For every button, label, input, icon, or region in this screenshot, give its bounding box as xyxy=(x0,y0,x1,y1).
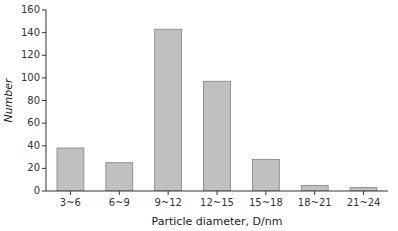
y-tick xyxy=(42,191,46,192)
y-tick xyxy=(42,123,46,124)
y-tick-label: 20 xyxy=(27,162,40,173)
x-tick-label: 21~24 xyxy=(347,197,381,208)
x-tick-label: 12~15 xyxy=(200,197,234,208)
y-tick-label: 40 xyxy=(27,140,40,151)
x-axis-label: Particle diameter, D/nm xyxy=(152,215,283,228)
bars xyxy=(57,29,377,191)
x-tick-label: 3~6 xyxy=(60,197,81,208)
y-tick-label: 120 xyxy=(21,49,40,60)
y-tick-label: 60 xyxy=(27,117,40,128)
chart-svg: 0 20 40 60 80 100 120 140 160 3~6 6~9 9~12 12~15 15~1… xyxy=(0,0,398,231)
bar xyxy=(155,29,182,191)
y-tick-label: 0 xyxy=(34,185,40,196)
y-tick xyxy=(42,32,46,33)
bar xyxy=(350,188,377,191)
bar xyxy=(204,81,231,191)
bar xyxy=(301,185,328,191)
x-tick xyxy=(314,191,315,195)
y-tick xyxy=(42,10,46,11)
y-tick-label: 80 xyxy=(27,95,40,106)
x-tick xyxy=(119,191,120,195)
x-tick-label: 6~9 xyxy=(109,197,130,208)
y-tick xyxy=(42,77,46,78)
y-tick xyxy=(42,145,46,146)
y-axis-label: Number xyxy=(2,77,15,123)
bar xyxy=(106,163,133,191)
y-tick-label: 140 xyxy=(21,27,40,38)
bar xyxy=(252,159,279,191)
y-tick xyxy=(42,168,46,169)
x-tick-label: 15~18 xyxy=(249,197,283,208)
x-tick xyxy=(168,191,169,195)
x-tick xyxy=(70,191,71,195)
y-tick-label: 160 xyxy=(21,4,40,15)
x-tick-label: 9~12 xyxy=(154,197,181,208)
bar xyxy=(57,148,84,191)
x-tick-label: 18~21 xyxy=(298,197,332,208)
axes: 0 20 40 60 80 100 120 140 160 3~6 6~9 9~12 12~15 15~1… xyxy=(21,4,388,208)
x-tick xyxy=(363,191,364,195)
y-tick xyxy=(42,55,46,56)
y-tick-label: 100 xyxy=(21,72,40,83)
x-tick xyxy=(217,191,218,195)
y-tick xyxy=(42,100,46,101)
x-tick xyxy=(265,191,266,195)
chart-container: 0 20 40 60 80 100 120 140 160 3~6 6~9 9~12 12~15 15~1… xyxy=(0,0,398,231)
